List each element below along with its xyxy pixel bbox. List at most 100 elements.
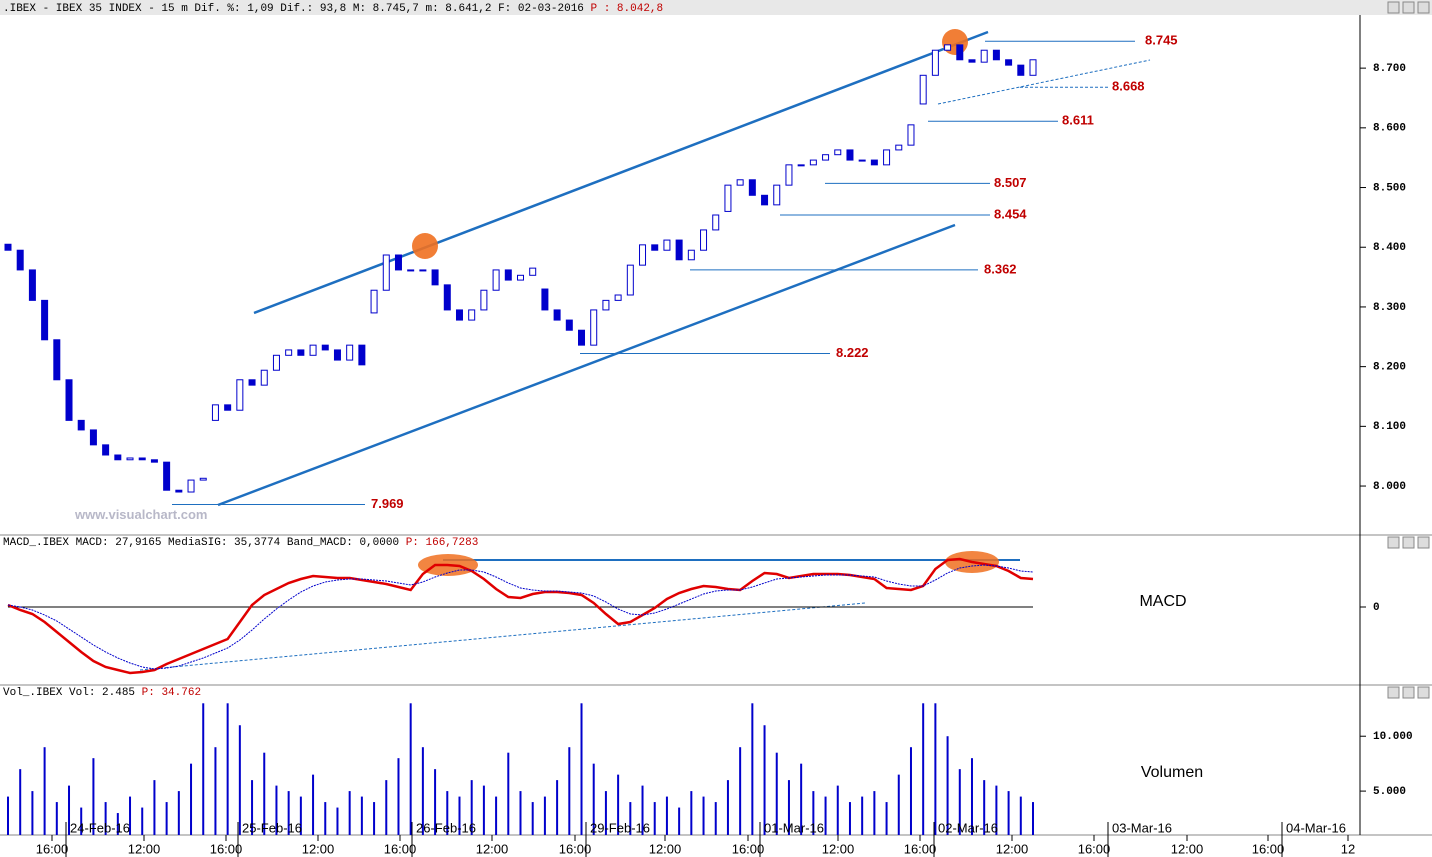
volume-bar [543, 796, 546, 835]
volume-bar [970, 758, 973, 835]
volume-bar [848, 802, 851, 835]
window-buttons[interactable] [1387, 1, 1430, 699]
candle [992, 49, 1000, 61]
volume-bar [446, 791, 449, 835]
y-tick-label: 8.600 [1373, 123, 1406, 135]
maximize-button[interactable] [1402, 686, 1415, 699]
candle [358, 344, 366, 366]
candle [736, 179, 744, 186]
volume-bar [116, 813, 119, 835]
x-tick-label: 16:00 [1078, 841, 1111, 856]
volume-bar [287, 791, 290, 835]
maximize-button[interactable] [1402, 536, 1415, 549]
candle [968, 59, 976, 63]
x-tick-label: 16:00 [1252, 841, 1285, 856]
candle [187, 479, 195, 493]
level-label: 7.969 [371, 496, 404, 511]
volume-bar [80, 807, 83, 835]
level-label: 8.745 [1145, 33, 1178, 48]
volume-bar [312, 774, 315, 835]
volume-bar [861, 796, 864, 835]
volume-bar [7, 796, 9, 835]
x-tick-label: 12:00 [302, 841, 335, 856]
volume-bar [214, 747, 217, 835]
volume-bar [702, 796, 705, 835]
candle [541, 288, 549, 311]
candle [956, 44, 964, 61]
date-label: 24-Feb-16 [70, 820, 130, 835]
volume-bar [824, 796, 827, 835]
volume-bar [580, 703, 583, 835]
x-tick-label: 12:00 [822, 841, 855, 856]
trend-line [253, 30, 989, 315]
close-button[interactable] [1417, 536, 1430, 549]
volume-bar [519, 791, 522, 835]
volume-bar [641, 785, 644, 835]
candle [895, 144, 903, 151]
volume-bar [360, 796, 363, 835]
maximize-button[interactable] [1402, 1, 1415, 14]
volume-bar [165, 802, 168, 835]
minimize-button[interactable] [1387, 536, 1400, 549]
volume-bar [946, 736, 949, 835]
candle [517, 274, 524, 281]
close-button[interactable] [1417, 686, 1430, 699]
volume-bar [873, 791, 876, 835]
candle [553, 309, 561, 321]
candle [761, 194, 769, 206]
candle [16, 249, 24, 271]
x-tick-label: 12:00 [476, 841, 509, 856]
candle [285, 349, 293, 356]
highlight [942, 29, 968, 55]
candle [578, 329, 586, 346]
volume-bar [507, 752, 510, 835]
candle [1005, 59, 1013, 66]
candle [590, 309, 598, 346]
candle [114, 454, 122, 461]
header-bar [0, 0, 1432, 15]
candle [504, 269, 512, 281]
highlight [412, 233, 438, 259]
header-text: MACD_.IBEX MACD: 27,9165 MediaSIG: 35,37… [3, 537, 478, 549]
header-text: MACD_.IBEX MACD: 27,9165 MediaSIG: 35,37… [3, 537, 399, 549]
volume-bar [421, 747, 424, 835]
volume-bar [958, 769, 961, 835]
volume-bar [275, 785, 278, 835]
volume-bar [92, 758, 95, 835]
volume-bar [629, 802, 632, 835]
x-tick-label: 16:00 [210, 841, 243, 856]
y-tick-label: 10.000 [1373, 731, 1413, 743]
volume-bar [31, 791, 34, 835]
header-text: Vol_.IBEX Vol: 2.485 P: 34.762 [3, 687, 201, 699]
volume-bar [897, 774, 900, 835]
volume-bar [68, 785, 71, 835]
volume-bar [495, 796, 498, 835]
volume-bar [836, 785, 839, 835]
candle [614, 294, 622, 301]
candle [89, 429, 97, 446]
minimize-button[interactable] [1387, 1, 1400, 14]
candle [797, 164, 805, 167]
header-bar [0, 535, 1360, 550]
volume-bar [324, 802, 327, 835]
date-label: 02-Mar-16 [938, 820, 998, 835]
candle [346, 344, 354, 361]
minimize-button[interactable] [1387, 686, 1400, 699]
volume-bar [348, 791, 351, 835]
volume-bar [922, 703, 925, 835]
x-tick-label: 12:00 [128, 841, 161, 856]
candle [382, 254, 390, 291]
volume-bar [153, 780, 156, 835]
volume-bar [604, 791, 607, 835]
volume-bar [1032, 802, 1034, 835]
close-button[interactable] [1417, 1, 1430, 14]
volume-bar [482, 785, 485, 835]
candle [248, 379, 256, 386]
volume-bar [470, 780, 473, 835]
header-text: .IBEX - IBEX 35 INDEX - 15 m Dif. %: 1,0… [3, 3, 663, 15]
candle [700, 229, 708, 251]
candle [834, 149, 842, 156]
candle [602, 299, 610, 311]
